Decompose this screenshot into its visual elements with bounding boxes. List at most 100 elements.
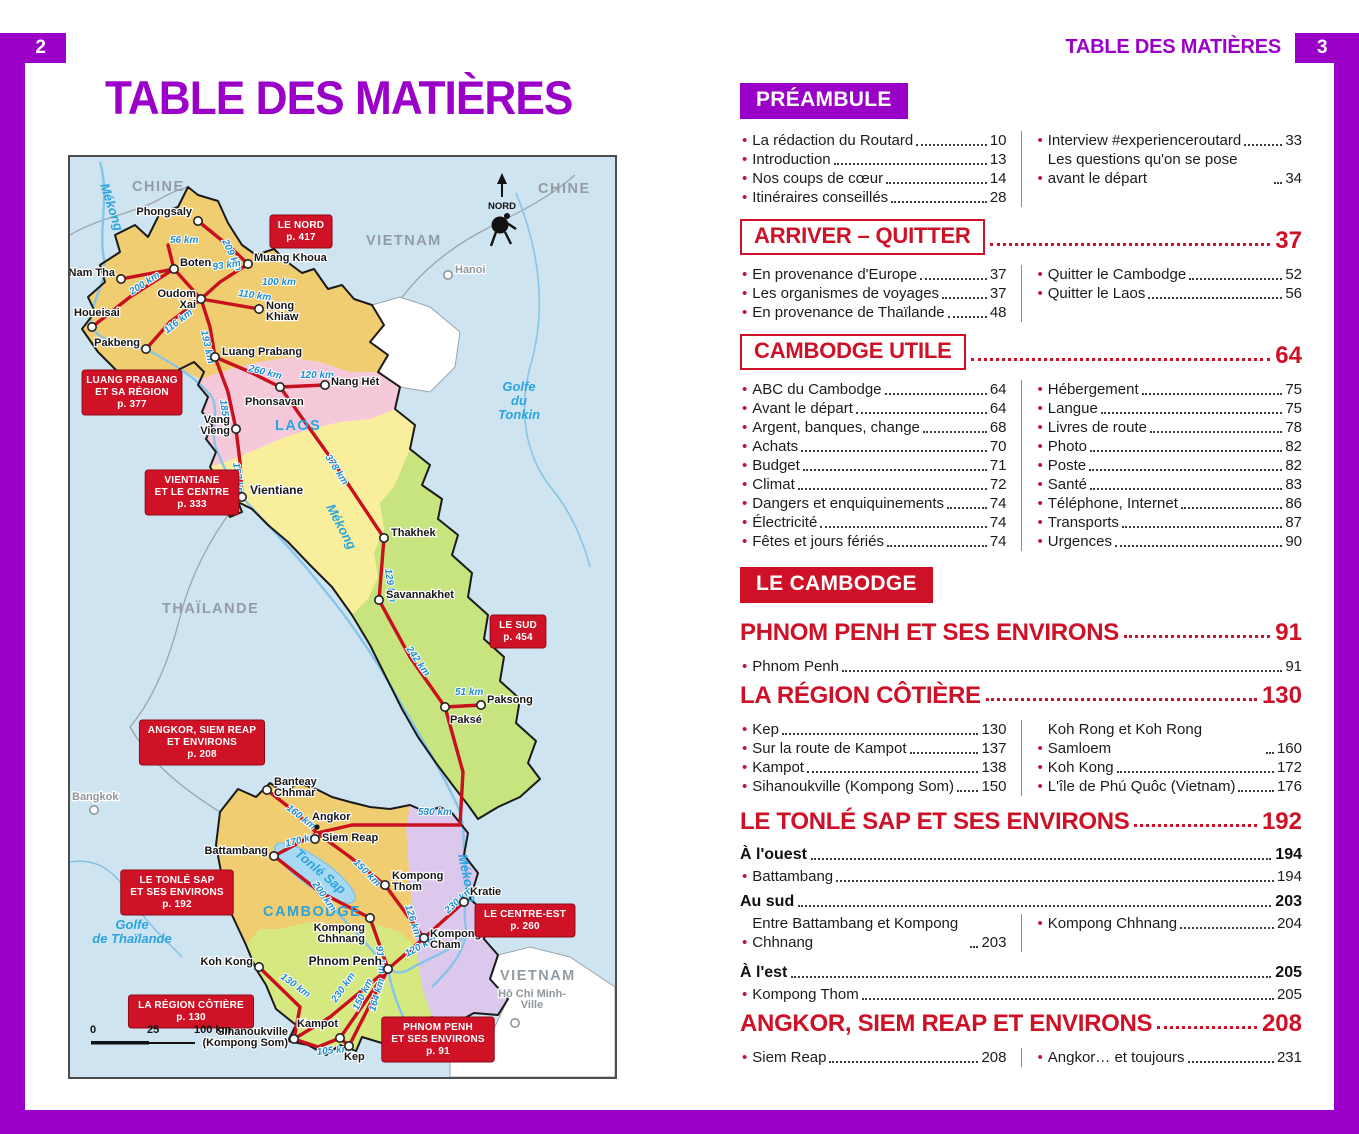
map-scale: 0 25 100 km xyxy=(90,1024,232,1045)
toc-item: • Climat 72 xyxy=(740,475,1007,494)
leader-dots xyxy=(1089,450,1283,452)
toc-item: • Urgences 90 xyxy=(1036,532,1303,551)
route-line xyxy=(272,831,319,858)
route-line xyxy=(234,427,244,499)
toc-item-label: Sur la route de Kampot xyxy=(752,740,907,757)
bullet-icon: • xyxy=(1037,285,1043,302)
city-dot xyxy=(289,1033,300,1044)
toc-item-page: 68 xyxy=(989,419,1007,436)
region-badge-label: p. 454 xyxy=(503,632,533,643)
toc-item-page: 10 xyxy=(989,132,1007,149)
route-line xyxy=(90,267,176,329)
page-title: TABLE DES MATIÈRES xyxy=(105,71,573,124)
toc-item-page: 13 xyxy=(989,151,1007,168)
toc-item-label: Les questions qu'on se pose avant le dép… xyxy=(1047,151,1238,187)
toc-item-label: Kep xyxy=(752,721,779,738)
toc-item-page: 82 xyxy=(1285,457,1302,474)
toc-item-label: Phnom Penh xyxy=(752,658,839,675)
toc-subheading: Au sud 203 xyxy=(740,893,1302,911)
city-label: Angkor xyxy=(312,811,351,823)
route-line xyxy=(172,267,203,301)
region-badge-box xyxy=(269,214,333,249)
toc-item-page: 64 xyxy=(989,400,1007,417)
section-page: 208 xyxy=(1261,1010,1302,1037)
bullet-icon: • xyxy=(742,721,748,738)
toc-item: • En provenance d'Europe 37 xyxy=(740,265,1007,284)
bullet-icon: • xyxy=(1037,759,1043,776)
city-dot xyxy=(141,344,152,355)
route-line xyxy=(292,967,390,1041)
city-dot xyxy=(231,423,242,434)
region-badge-box xyxy=(138,719,266,766)
toc-subheading: À l'est 205 xyxy=(740,964,1302,982)
toc-subheading-label: À l'est xyxy=(740,964,788,981)
city-label: Luang Prabang xyxy=(222,346,302,358)
toc-column: • Kompong Chhnang 204 xyxy=(1020,914,1302,952)
toc-item: • Budget 71 xyxy=(740,456,1007,475)
section-page: 91 xyxy=(1275,619,1302,646)
toc-item-label: Téléphone, Internet xyxy=(1047,495,1178,512)
city-label: Kompong Chhnang xyxy=(314,922,365,945)
toc-item-label: Entre Battambang et Kompong Chhnang xyxy=(752,915,959,951)
bullet-icon: • xyxy=(742,170,748,187)
city-label: Kampot xyxy=(297,1018,338,1030)
city-dot xyxy=(243,259,254,270)
toc-item-label: Électricité xyxy=(752,514,818,531)
route-line xyxy=(199,262,250,301)
bullet-icon: • xyxy=(1037,400,1043,417)
city-dot xyxy=(509,1017,520,1028)
toc-item-label: Livres de route xyxy=(1047,419,1147,436)
leader-dots xyxy=(1100,412,1283,414)
toc-item: • Introduction 13 xyxy=(740,150,1007,169)
toc-item: • Quitter le Laos 56 xyxy=(1036,284,1303,303)
bullet-icon: • xyxy=(742,868,748,885)
region-badge-label: ET SES ENVIRONS xyxy=(391,1034,485,1045)
region-badge-label: ET SES ENVIRONS xyxy=(130,887,224,898)
toc-item: • Les questions qu'on se pose avant le dé… xyxy=(1036,150,1303,188)
water-label: Golfe de Thaïlande xyxy=(92,917,171,946)
city-dot xyxy=(262,784,273,795)
city-dot xyxy=(320,380,331,391)
toc-item-label: Angkor… et toujours xyxy=(1047,1049,1185,1066)
toc-item: • Phnom Penh 91 xyxy=(740,657,1302,676)
toc-item-page: 130 xyxy=(981,721,1007,738)
distance-label: 110 km xyxy=(238,288,272,304)
toc-item-page: 176 xyxy=(1276,778,1302,795)
region-badge-label: LUANG PRABANG xyxy=(86,375,178,386)
right-margin-bar xyxy=(1334,33,1359,1134)
toc-item: • Téléphone, Internet 86 xyxy=(1036,494,1303,513)
leader-dots xyxy=(916,144,987,146)
toc-item: • Électricité 74 xyxy=(740,513,1007,532)
bullet-icon: • xyxy=(742,381,748,398)
leader-dots xyxy=(791,976,1272,978)
section-title: PHNOM PENH ET SES ENVIRONS xyxy=(740,619,1119,646)
leader-dots xyxy=(801,450,987,452)
city-dot xyxy=(169,264,180,275)
leader-dots xyxy=(919,278,987,280)
toc-item: • Nos coups de cœur 14 xyxy=(740,169,1007,188)
bullet-icon: • xyxy=(742,533,748,550)
leader-dots xyxy=(802,469,987,471)
page-number-right: 3 xyxy=(1295,33,1359,63)
city-label: Hô Chi Minh-Ville xyxy=(498,988,566,1011)
city-label: Thakhek xyxy=(391,527,437,539)
toc-item-page: 172 xyxy=(1276,759,1302,776)
scale-bar xyxy=(91,1041,149,1045)
toc-item-label: Urgences xyxy=(1047,533,1112,550)
toc-item-page: 87 xyxy=(1285,514,1302,531)
toc-subheading-page: 203 xyxy=(1275,893,1302,910)
city-label: Kratie xyxy=(470,886,501,898)
country-label: CHINE xyxy=(132,179,185,195)
leader-dots xyxy=(957,790,979,792)
toc-item-page: 90 xyxy=(1285,533,1302,550)
toc-item-label: Budget xyxy=(752,457,800,474)
city-dot xyxy=(88,804,99,815)
leader-dots xyxy=(1274,182,1283,184)
leader-dots xyxy=(1180,927,1274,929)
bullet-icon: • xyxy=(1037,514,1043,531)
toc-item-label: Photo xyxy=(1047,438,1087,455)
leader-dots xyxy=(1180,507,1283,509)
